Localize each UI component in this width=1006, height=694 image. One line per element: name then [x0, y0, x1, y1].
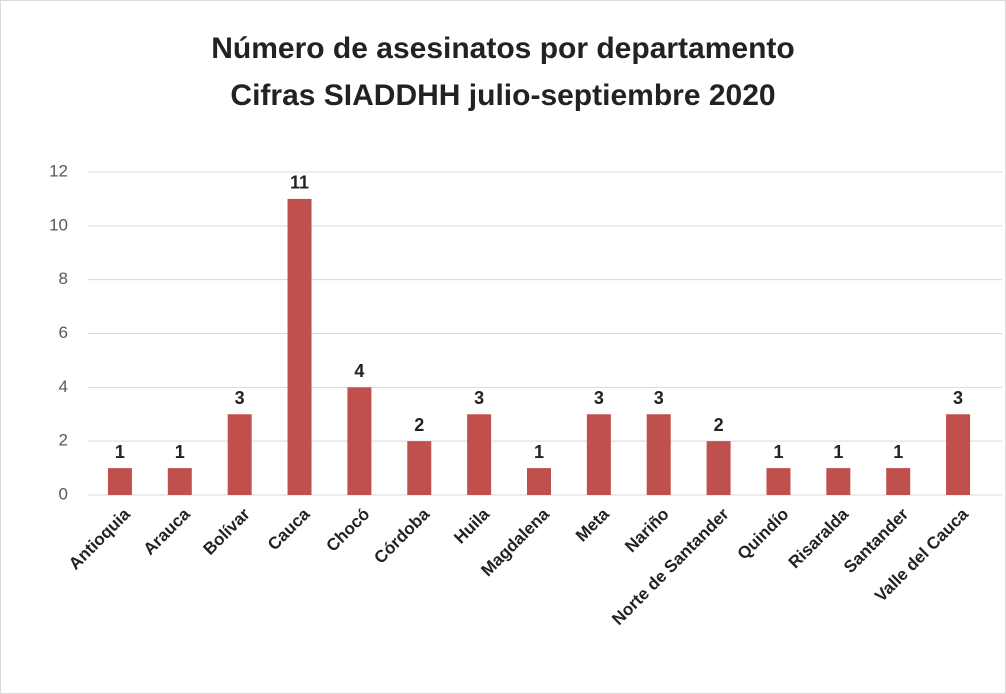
bar	[467, 414, 492, 495]
data-label: 3	[235, 388, 245, 408]
y-tick-label: 10	[49, 215, 68, 234]
bar	[407, 441, 432, 495]
bar	[946, 414, 971, 495]
data-label: 1	[893, 442, 903, 462]
data-label: 1	[115, 442, 125, 462]
y-tick-label: 0	[59, 484, 68, 503]
bar	[586, 414, 611, 495]
bar	[766, 468, 791, 495]
bar	[107, 468, 132, 495]
bar	[287, 198, 312, 495]
data-label: 3	[594, 388, 604, 408]
data-label: 2	[714, 415, 724, 435]
y-tick-label: 12	[49, 161, 68, 180]
bar	[347, 387, 372, 495]
data-label: 1	[833, 442, 843, 462]
data-label: 2	[414, 415, 424, 435]
bar	[886, 468, 911, 495]
data-label: 3	[654, 388, 664, 408]
data-label: 3	[953, 388, 963, 408]
bar	[646, 414, 671, 495]
data-label: 11	[290, 173, 309, 193]
bar	[527, 468, 551, 495]
data-label: 1	[175, 442, 185, 462]
y-tick-label: 2	[59, 431, 68, 450]
y-tick-label: 4	[59, 377, 68, 396]
data-label: 1	[534, 442, 544, 462]
y-tick-label: 8	[59, 269, 68, 288]
bar	[706, 441, 731, 495]
bar	[227, 414, 252, 495]
y-tick-label: 6	[59, 323, 68, 342]
chart-subtitle: Cifras SIADDHH julio-septiembre 2020	[230, 79, 775, 112]
bar	[826, 468, 851, 495]
data-label: 4	[354, 361, 364, 381]
data-label: 3	[474, 388, 484, 408]
bar	[167, 468, 192, 495]
chart-title: Número de asesinatos por departamento	[211, 32, 794, 65]
data-label: 1	[773, 442, 783, 462]
